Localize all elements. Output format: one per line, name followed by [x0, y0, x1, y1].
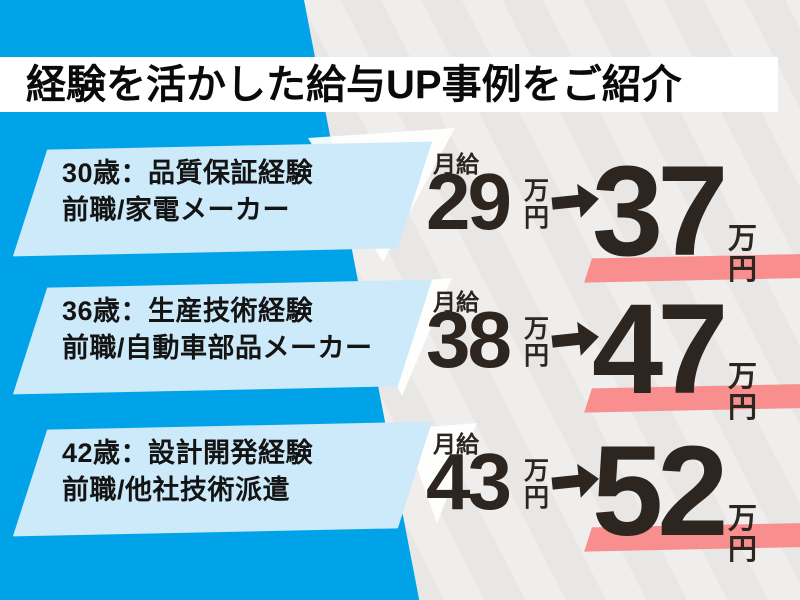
unit-yen: 円 [524, 342, 550, 370]
profile-line2: 前職/家電メーカー [62, 195, 291, 225]
salary-label: 月給 [433, 431, 479, 457]
salary-before-value: 29 [426, 157, 512, 246]
profile-line1: 30歳：品質保証経験 [62, 158, 314, 188]
unit-yen: 円 [524, 484, 550, 512]
unit-man-yen-small: 万 円 [524, 316, 549, 370]
salary-label: 月給 [433, 151, 479, 177]
profile-text: 36歳：生産技術経験 前職/自動車部品メーカー [62, 293, 373, 367]
profile-line1: 42歳：設計開発経験 [62, 438, 314, 468]
unit-yen: 円 [728, 392, 758, 424]
unit-yen: 円 [728, 254, 758, 286]
salary-before-value: 43 [426, 437, 512, 526]
unit-man-yen-small: 万 円 [524, 458, 549, 512]
title-banner: 経験を活かした給与UP事例をご紹介 [0, 57, 778, 112]
profile-line2: 前職/自動車部品メーカー [62, 333, 373, 363]
salary-after-value: 47 [592, 278, 728, 421]
page-title: 経験を活かした給与UP事例をご紹介 [26, 62, 682, 107]
unit-man-yen-small: 万 円 [524, 178, 549, 232]
profile-line2: 前職/他社技術派遣 [62, 475, 291, 505]
salary-label: 月給 [433, 289, 479, 315]
unit-man-yen-big: 万 円 [728, 362, 757, 424]
unit-man: 万 [728, 223, 758, 255]
unit-man: 万 [524, 177, 550, 205]
profile-text: 30歳：品質保証経験 前職/家電メーカー [62, 155, 313, 229]
profile-text: 42歳：設計開発経験 前職/他社技術派遣 [62, 435, 313, 509]
salary-after-value: 37 [592, 140, 728, 283]
unit-man: 万 [524, 315, 550, 343]
case-row-2: 36歳：生産技術経験 前職/自動車部品メーカー 月給 38 万 円 47 万 円 [0, 278, 800, 438]
unit-man-yen-big: 万 円 [728, 504, 757, 566]
salary-before-value: 38 [426, 295, 512, 384]
unit-yen: 円 [524, 204, 550, 232]
salary-after-value: 52 [592, 420, 728, 563]
profile-line1: 36歳：生産技術経験 [62, 296, 314, 326]
case-row-3: 42歳：設計開発経験 前職/他社技術派遣 月給 43 万 円 52 万 円 [0, 420, 800, 580]
unit-yen: 円 [728, 534, 758, 566]
unit-man: 万 [524, 457, 550, 485]
unit-man: 万 [728, 361, 758, 393]
case-row-1: 30歳：品質保証経験 前職/家電メーカー 月給 29 万 円 37 万 円 [0, 140, 800, 300]
unit-man: 万 [728, 503, 758, 535]
unit-man-yen-big: 万 円 [728, 224, 757, 286]
